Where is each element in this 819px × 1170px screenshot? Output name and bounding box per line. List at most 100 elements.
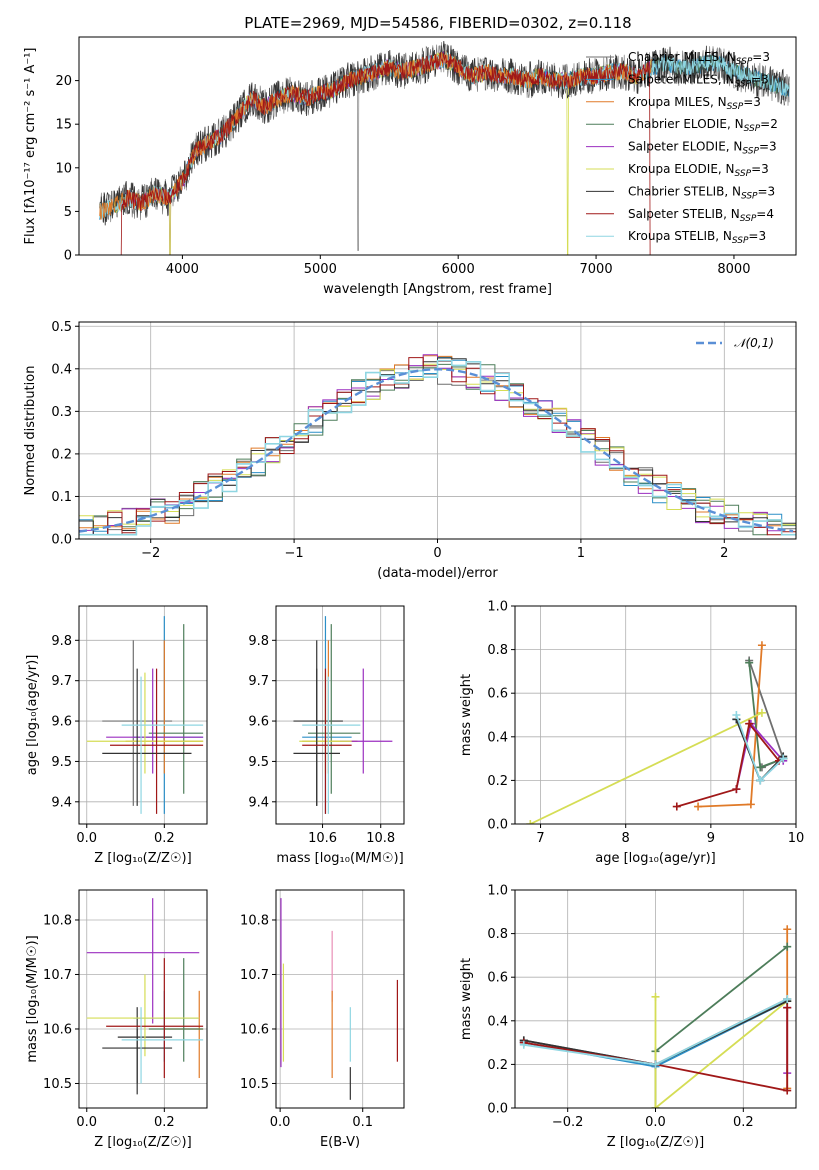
- legend-text: Chabrier MILES, N: [628, 50, 736, 64]
- y-tick-label: 9.5: [248, 755, 269, 770]
- y-axis-label: mass [log₁₀(M/M☉)]: [25, 935, 40, 1062]
- y-tick-label: 0.2: [51, 447, 72, 462]
- x-axis-label: mass [log₁₀(M/M☉)]: [276, 851, 403, 866]
- panel-mass-vs-ebv: 0.0 0.1 10.5 10.6 10.7 10.8 E(B-V): [240, 889, 405, 1150]
- legend-entry: Chabrier ELODIE, NSSP=2: [628, 117, 778, 134]
- legend-subscript: SSP: [742, 147, 759, 157]
- x-tick-label: 0.2: [154, 831, 175, 846]
- legend-text: Salpeter MILES, N: [628, 72, 735, 86]
- plot-area: [86, 616, 204, 814]
- y-tick-label: 0.4: [51, 362, 72, 377]
- plot-area: [280, 898, 398, 1100]
- weight-marker: [732, 785, 741, 794]
- weight-marker: [745, 719, 754, 728]
- legend-value: =4: [756, 207, 774, 221]
- y-tick-label: 0.2: [487, 1058, 508, 1073]
- x-tick-label: 0.2: [733, 1115, 754, 1130]
- legend-value: =3: [759, 140, 777, 154]
- y-tick-label: 0.1: [51, 490, 72, 505]
- x-tick-label: 0.0: [76, 1115, 97, 1130]
- legend-entry: Kroupa ELODIE, NSSP=3: [628, 162, 769, 179]
- legend-value: =3: [752, 50, 770, 64]
- x-tick-label: 0.0: [76, 831, 97, 846]
- y-tick-label: 0.2: [487, 774, 508, 789]
- panel-weight-vs-age: 7 8 9 10 0.0 0.2 0.4 0.6 0.8 1.0 age [log₁₀(age/yr…: [459, 600, 804, 867]
- panel-age-vs-mass: 10.6 10.8 9.4 9.5 9.6 9.7 9.8 mass [log₁₀(M/M☉)…: [248, 605, 405, 866]
- y-tick-label: 9.4: [248, 795, 269, 810]
- legend-entry: Kroupa MILES, NSSP=3: [628, 95, 761, 112]
- legend-text: Kroupa ELODIE, N: [628, 162, 735, 176]
- legend-text: Chabrier ELODIE, N: [628, 117, 744, 131]
- plot-area: [99, 40, 790, 255]
- y-tick-label: 0.5: [51, 320, 72, 335]
- y-tick-label: 0.4: [487, 1014, 508, 1029]
- legend-value: =3: [751, 72, 769, 86]
- x-tick-label: 7000: [580, 262, 613, 277]
- weight-marker: [783, 1003, 792, 1012]
- y-tick-label: 0.0: [487, 818, 508, 833]
- histogram-kroupa-stelib: [79, 359, 796, 536]
- y-tick-label: 9.7: [51, 674, 72, 689]
- legend-text: Kroupa STELIB, N: [628, 229, 732, 243]
- x-tick-label: 1: [577, 546, 585, 561]
- legend-subscript: SSP: [735, 79, 752, 89]
- figure-title: PLATE=2969, MJD=54586, FIBERID=0302, z=0…: [244, 14, 631, 32]
- panel-mass-vs-Z: 0.0 0.2 10.5 10.6 10.7 10.8 Z [log₁₀(Z/Z☉)] mas…: [25, 889, 208, 1150]
- y-axis-label: Flux [fλ10⁻¹⁷ erg cm⁻² s⁻¹ A⁻¹]: [23, 48, 38, 245]
- legend-value: =3: [748, 229, 766, 243]
- y-tick-label: 0: [64, 249, 72, 264]
- y-tick-label: 9.8: [248, 634, 269, 649]
- weight-marker: [651, 1060, 660, 1069]
- histogram-salpeter-miles: [79, 356, 796, 536]
- weight-marker: [651, 992, 660, 1001]
- legend-subscript: SSP: [732, 236, 749, 246]
- weight-marker: [746, 800, 755, 809]
- y-tick-label: 10: [55, 161, 72, 176]
- axes-frame: [275, 605, 405, 825]
- y-tick-label: 9.4: [51, 795, 72, 810]
- y-tick-label: 10.7: [43, 968, 72, 983]
- legend-value: =3: [751, 162, 769, 176]
- legend-entry-normal: 𝒩(0,1): [734, 336, 774, 350]
- y-axis-label: mass weight: [459, 674, 474, 756]
- legend-subscript: SSP: [727, 102, 744, 112]
- y-axis-label: mass weight: [459, 958, 474, 1040]
- legend-entry: Salpeter MILES, NSSP=3: [628, 72, 769, 89]
- weight-line-kroupa-elodie: [529, 711, 763, 824]
- weight-marker: [783, 995, 792, 1003]
- weight-marker: [779, 754, 788, 763]
- y-axis-label: Normed distribution: [23, 366, 38, 496]
- legend-subscript: SSP: [741, 191, 758, 201]
- weight-marker: [732, 711, 741, 719]
- y-tick-label: 9.8: [51, 634, 72, 649]
- x-tick-label: 0.0: [645, 1115, 666, 1130]
- y-tick-label: 0.6: [487, 687, 508, 702]
- plot-area: [79, 354, 796, 536]
- legend-text: Chabrier STELIB, N: [628, 184, 741, 198]
- legend-entry: Chabrier MILES, NSSP=3: [628, 50, 770, 67]
- y-tick-label: 0.4: [487, 730, 508, 745]
- weight-marker: [756, 776, 765, 785]
- panel-weight-vs-Z: −0.2 0.0 0.2 0.0 0.2 0.4 0.6 0.8 1.0 Z [log₁₀(Z/Z…: [459, 884, 797, 1150]
- x-tick-label: 0.1: [352, 1115, 373, 1130]
- y-tick-label: 10.8: [240, 913, 269, 928]
- y-tick-label: 10.6: [43, 1022, 72, 1037]
- legend-entry: Salpeter ELODIE, NSSP=3: [628, 140, 777, 157]
- legend-subscript: SSP: [736, 57, 753, 67]
- weight-marker: [694, 802, 703, 811]
- weight-marker: [756, 763, 765, 772]
- y-tick-label: 0.0: [487, 1102, 508, 1117]
- y-tick-label: 1.0: [487, 884, 508, 899]
- x-tick-label: 7: [536, 831, 544, 846]
- legend-value: =3: [743, 95, 761, 109]
- x-tick-label: 5000: [304, 262, 337, 277]
- y-tick-label: 0.3: [51, 405, 72, 420]
- legend-text: Salpeter ELODIE, N: [628, 140, 742, 154]
- legend-text: Kroupa MILES, N: [628, 95, 727, 109]
- legend-subscript: SSP: [735, 169, 752, 179]
- axes-frame: [514, 605, 797, 825]
- legend-entry: Kroupa STELIB, NSSP=3: [628, 229, 766, 246]
- x-tick-label: 10.8: [366, 831, 395, 846]
- weight-marker: [757, 641, 766, 650]
- weight-marker: [783, 942, 792, 951]
